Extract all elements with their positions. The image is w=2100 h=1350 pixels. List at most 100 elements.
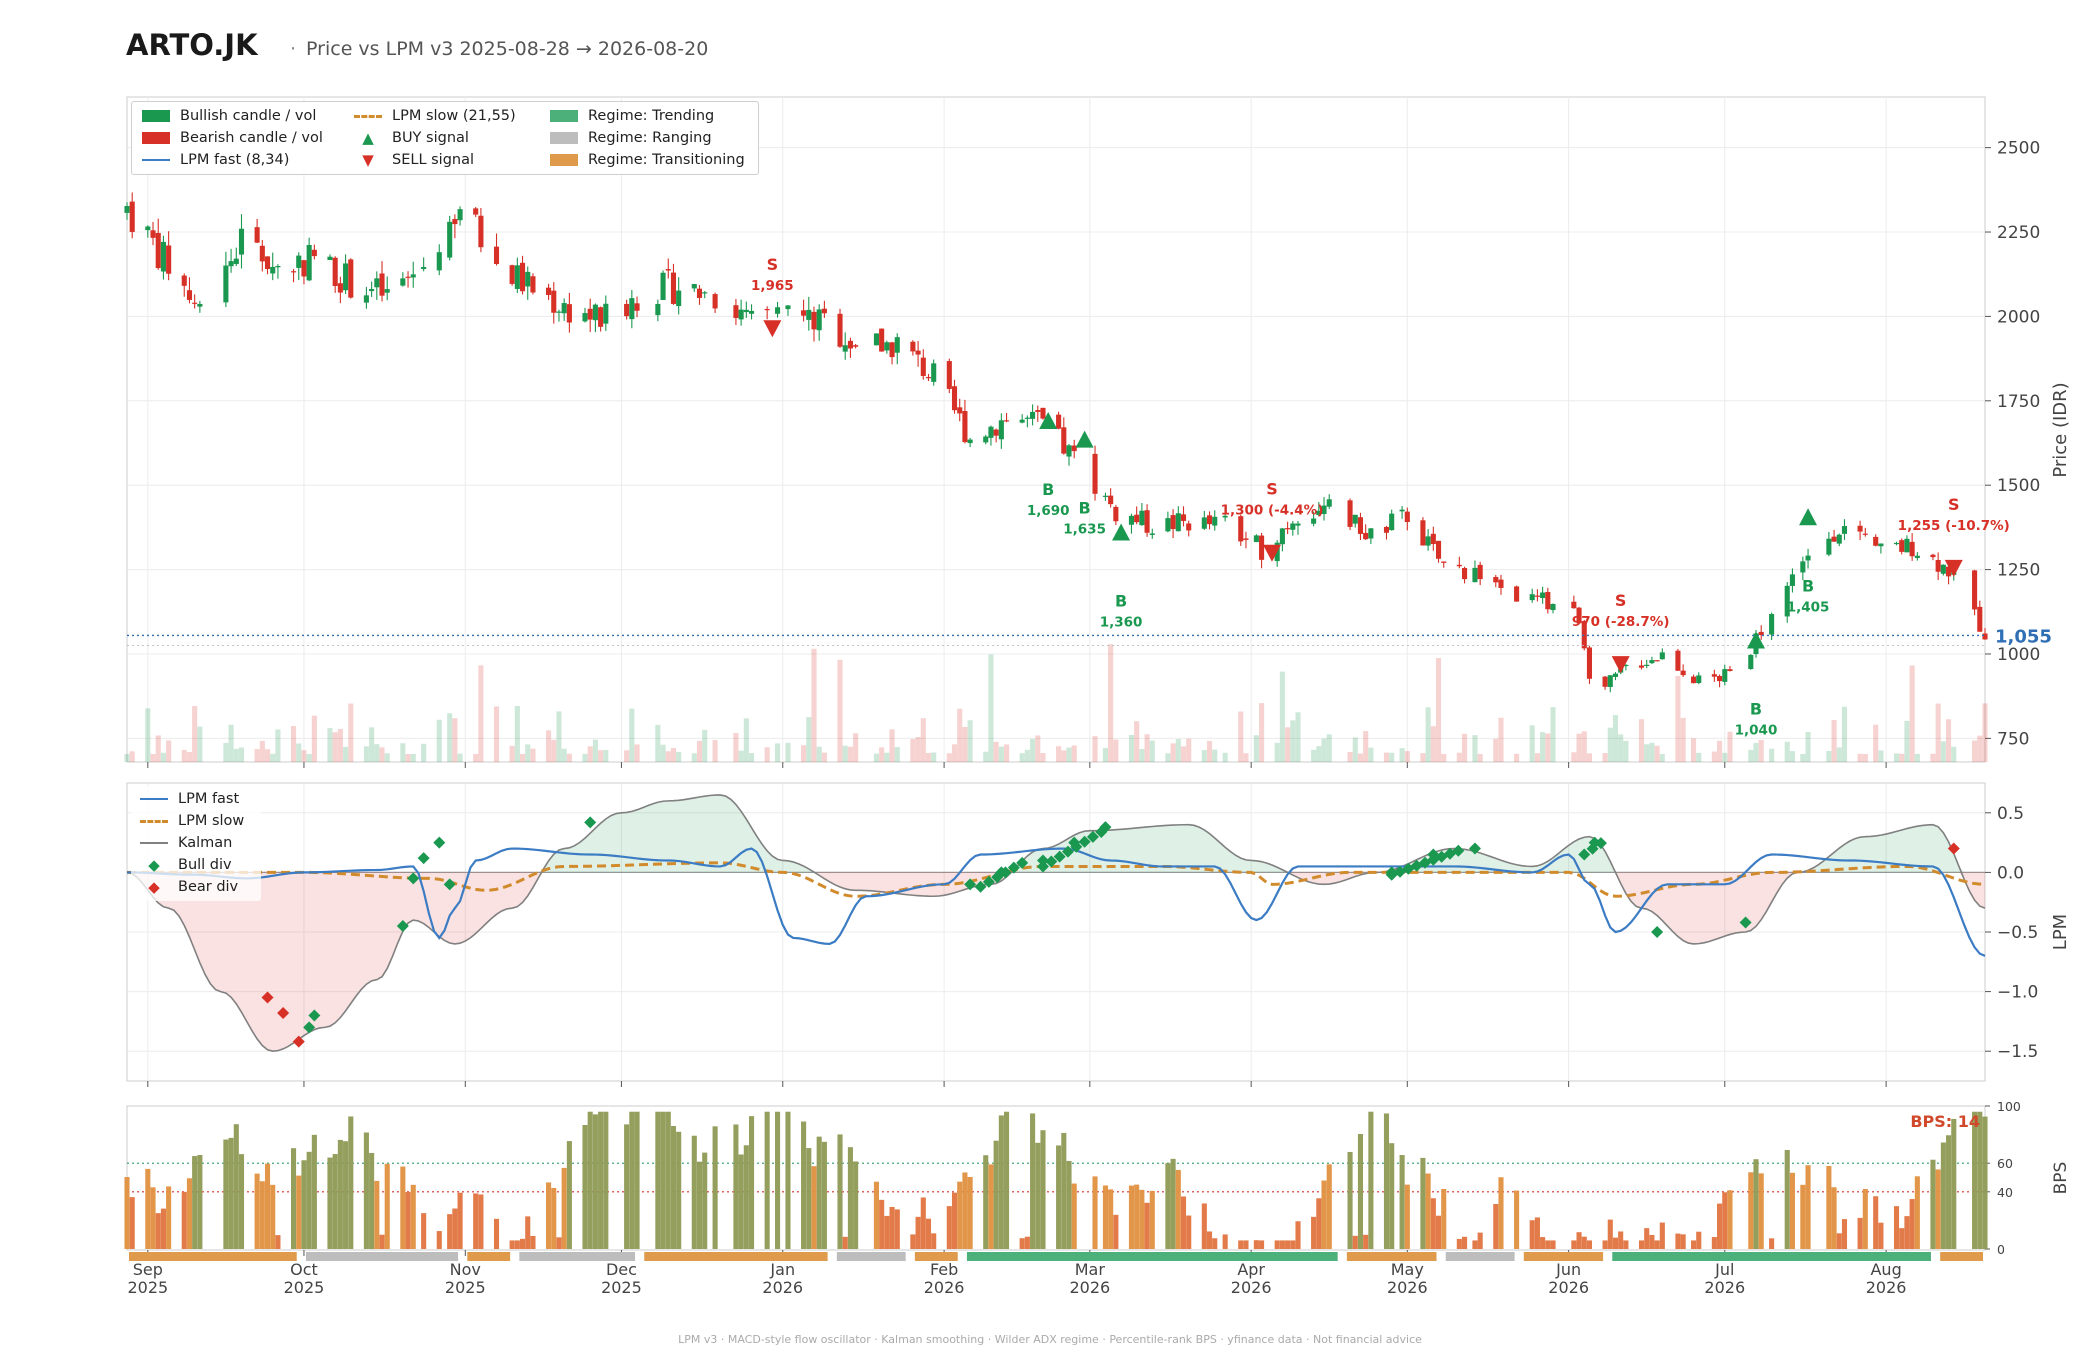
bps-axis-label: BPS xyxy=(2051,1162,2071,1195)
volume-bar xyxy=(1035,735,1041,762)
volume-bar xyxy=(1170,743,1176,762)
bps-bar xyxy=(197,1154,203,1249)
bps-bar xyxy=(1477,1232,1483,1249)
bullish-candle xyxy=(1290,523,1296,530)
bps-bar xyxy=(228,1137,234,1249)
volume-bar xyxy=(509,745,515,762)
x-tick-label-month: Dec xyxy=(606,1260,637,1279)
bps-bar xyxy=(1206,1231,1213,1249)
volume-bar xyxy=(1857,753,1863,762)
bullish-candle xyxy=(983,436,989,443)
volume-bar xyxy=(1711,751,1717,762)
blue-line-icon xyxy=(140,798,168,800)
bull-divergence-marker xyxy=(1053,850,1066,863)
volume-bar xyxy=(1040,753,1046,762)
volume-bar xyxy=(1019,753,1025,762)
bullish-candle xyxy=(556,311,562,313)
bps-bar xyxy=(1940,1142,1946,1249)
bps-bar xyxy=(1623,1240,1629,1249)
bps-bar xyxy=(920,1197,926,1249)
bps-bar xyxy=(1977,1111,1983,1249)
volume-bar xyxy=(1024,749,1030,762)
buy-signal-marker xyxy=(1075,430,1094,448)
bps-bar xyxy=(327,1157,333,1249)
bps-bar xyxy=(1149,1190,1155,1249)
bull-divergence-marker xyxy=(982,875,995,888)
bearish-candle xyxy=(1285,528,1291,530)
bps-bar xyxy=(1758,1173,1764,1249)
bullish-candle xyxy=(676,290,682,307)
buy-signal-letter: B xyxy=(1042,480,1054,499)
bps-bar xyxy=(842,1236,848,1249)
bps-bar xyxy=(884,1215,890,1249)
bullish-candle xyxy=(1607,675,1613,687)
bullish-candle xyxy=(363,295,369,303)
volume-bar xyxy=(1914,753,1920,762)
bps-bar xyxy=(233,1124,239,1249)
bull-divergence-marker xyxy=(1095,825,1108,838)
bearish-candle xyxy=(1638,665,1645,668)
triangle-down-icon: ▼ xyxy=(362,151,374,169)
volume-bar xyxy=(1534,753,1540,762)
bearish-candle xyxy=(1243,538,1249,540)
bps-bar xyxy=(1134,1184,1140,1249)
red-box-icon xyxy=(142,132,170,144)
bps-bar xyxy=(447,1214,453,1249)
bps-bar xyxy=(676,1131,682,1249)
bps-bar xyxy=(962,1172,968,1249)
bps-bar xyxy=(988,1164,994,1249)
bullish-candle xyxy=(1800,561,1806,573)
bull-divergence-marker xyxy=(396,920,409,933)
bearish-candle xyxy=(1946,566,1952,577)
volume-bar xyxy=(1545,733,1551,762)
volume-bar xyxy=(301,750,307,762)
bps-bar xyxy=(1691,1240,1697,1249)
volume-bar xyxy=(670,747,677,762)
bps-bar xyxy=(1024,1236,1030,1249)
regime-strip-segment xyxy=(129,1252,297,1261)
bull-divergence-marker xyxy=(1007,861,1020,874)
bearish-candle xyxy=(951,386,958,411)
bearish-candle xyxy=(1347,500,1353,527)
bps-bar xyxy=(1935,1169,1941,1249)
volume-bar xyxy=(1769,748,1775,762)
bearish-candle xyxy=(915,350,921,355)
bps-bar xyxy=(1649,1234,1655,1249)
price-legend: Bullish candle / vol Bearish candle / vo… xyxy=(131,101,759,175)
bullish-candle xyxy=(1295,523,1301,526)
x-tick-label-month: Aug xyxy=(1870,1260,1901,1279)
bps-bar xyxy=(1128,1185,1135,1249)
bps-bar xyxy=(1878,1222,1884,1249)
bearish-candle xyxy=(1040,407,1046,419)
volume-bar xyxy=(993,741,999,762)
bps-y-tick-label: 100 xyxy=(1997,1099,2021,1114)
volume-bar xyxy=(738,750,744,762)
volume-bar xyxy=(566,753,572,762)
legend-item-kalman: Kalman xyxy=(140,833,232,853)
volume-bar xyxy=(192,706,198,762)
buy-signal-letter: B xyxy=(1115,591,1127,610)
bearish-candle xyxy=(889,342,895,358)
volume-bar xyxy=(587,746,593,762)
legend-item-lpm-slow: LPM slow (21,55) xyxy=(354,106,516,126)
regime-strip-segment xyxy=(1612,1252,1931,1261)
bullish-candle xyxy=(894,337,900,353)
bullish-candle xyxy=(1253,535,1259,543)
volume-bar xyxy=(363,746,369,762)
volume-bar xyxy=(1368,747,1374,762)
bearish-candle xyxy=(1108,495,1114,505)
bullish-candle xyxy=(1066,445,1072,457)
volume-bar xyxy=(400,743,406,762)
volume-bar xyxy=(478,665,484,762)
volume-bar xyxy=(1836,747,1842,762)
volume-bar xyxy=(296,743,302,762)
bps-bar xyxy=(634,1111,640,1249)
volume-bar xyxy=(1972,740,1978,762)
bullish-candle xyxy=(1389,513,1395,531)
volume-bar xyxy=(223,742,229,762)
bearish-candle xyxy=(1363,532,1369,540)
volume-bar xyxy=(1638,719,1645,762)
bearish-candle xyxy=(1581,621,1587,649)
volume-bar xyxy=(1056,746,1062,762)
bps-bar xyxy=(957,1181,963,1249)
